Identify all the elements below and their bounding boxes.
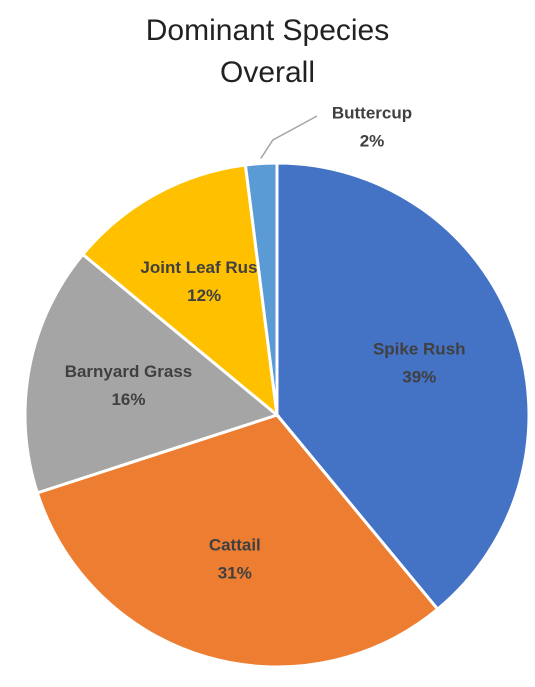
pie-slice: [23, 252, 281, 495]
chart-title: Dominant Species Overall: [145, 14, 390, 89]
slice-value-label: 16%: [111, 390, 145, 409]
slice-value-label: 31%: [218, 564, 252, 583]
slice-value-label: 12%: [187, 286, 221, 305]
leader-line: [260, 115, 318, 159]
title-box: Dominant Species Overall: [0, 10, 535, 94]
slice-label: Joint Leaf Rush: [140, 258, 268, 277]
slice-value-label: 2%: [360, 131, 385, 150]
pie-slice: [80, 163, 279, 419]
pie-slice: [35, 413, 440, 669]
slice-label: Buttercup: [332, 103, 412, 122]
pie-slice: [243, 161, 279, 416]
slice-label: Barnyard Grass: [65, 362, 193, 381]
slice-label: Cattail: [209, 536, 261, 555]
slice-label: Spike Rush: [373, 339, 466, 358]
slice-value-label: 39%: [402, 367, 436, 386]
pie-slice: [275, 161, 531, 612]
